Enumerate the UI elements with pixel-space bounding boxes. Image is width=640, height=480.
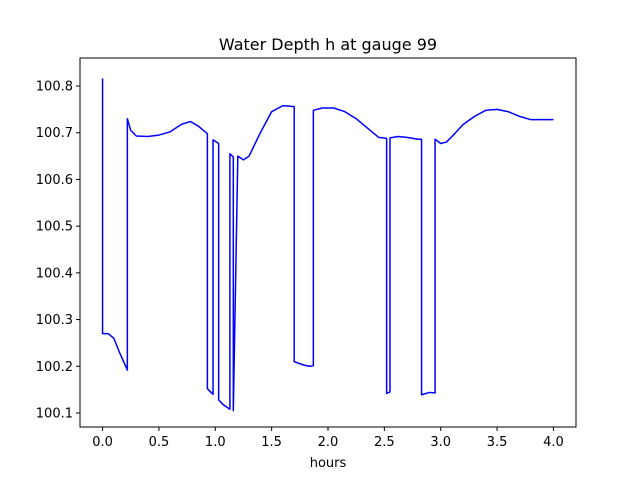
y-tick-label: 100.3 [36, 313, 73, 328]
y-tick-label: 100.4 [36, 266, 73, 281]
chart-title: Water Depth h at gauge 99 [219, 35, 437, 54]
y-tick-label: 100.5 [36, 220, 73, 235]
y-tick-label: 100.6 [36, 173, 73, 188]
y-tick-label: 100.8 [36, 80, 73, 95]
y-axis: 100.1 100.2 100.3 100.4 100.5 100.6 100.7 100.8 [36, 80, 80, 421]
x-tick-label: 3.0 [430, 435, 451, 450]
x-tick-label: 1.0 [205, 435, 226, 450]
x-axis-label: hours [310, 456, 347, 471]
x-tick-label: 2.0 [318, 435, 339, 450]
x-tick-label: 1.5 [261, 435, 282, 450]
x-tick-label: 4.0 [543, 435, 564, 450]
y-tick-label: 100.2 [36, 360, 73, 375]
y-tick-label: 100.1 [36, 406, 73, 421]
x-tick-label: 0.5 [149, 435, 170, 450]
series-line-0 [101, 78, 554, 412]
x-axis: 0.0 0.5 1.0 1.5 2.0 2.5 3.0 3.5 4.0 [92, 427, 564, 450]
x-tick-label: 0.0 [92, 435, 113, 450]
x-tick-label: 3.5 [487, 435, 508, 450]
y-tick-label: 100.7 [36, 126, 73, 141]
plot-area [101, 78, 554, 412]
x-tick-label: 2.5 [374, 435, 395, 450]
